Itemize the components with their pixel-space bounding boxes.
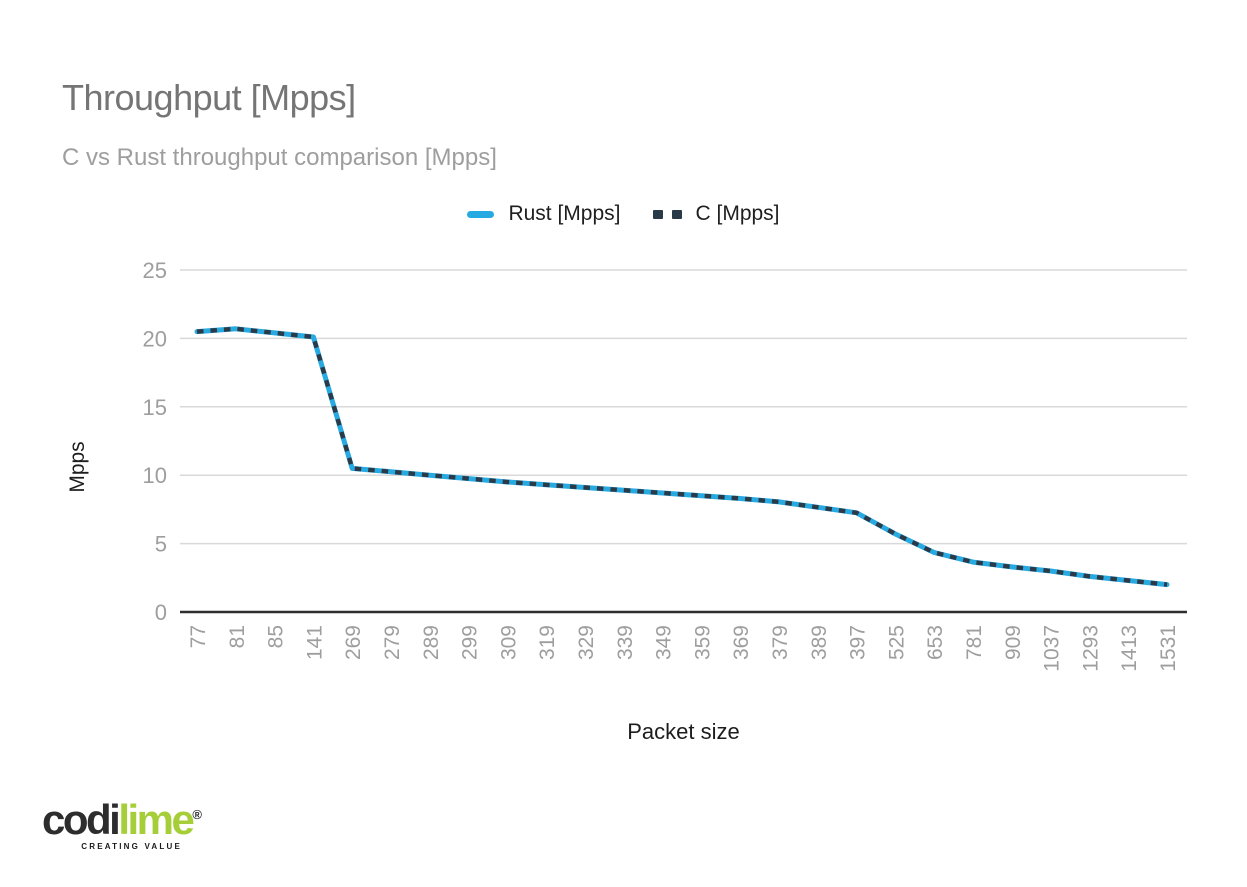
y-axis-title: Mpps <box>66 441 89 493</box>
codilime-logo: codilime® CREATING VALUE <box>42 796 202 852</box>
legend-item-rust: Rust [Mpps] <box>467 202 621 226</box>
chart-title: Throughput [Mpps] <box>62 77 356 118</box>
x-axis-title: Packet size <box>627 719 740 744</box>
legend-swatch-rust-solid-line <box>467 210 495 218</box>
x-tick-label: 525 <box>885 625 908 660</box>
series-line-rust <box>194 326 1170 588</box>
x-tick-label: 369 <box>730 625 753 660</box>
x-tick-label: 1293 <box>1079 625 1102 672</box>
legend-label-rust: Rust [Mpps] <box>508 202 621 225</box>
x-tick-label: 1531 <box>1157 625 1180 672</box>
x-tick-label: 379 <box>769 625 792 660</box>
chart-legend: Rust [Mpps] C [Mpps] <box>0 202 1247 226</box>
y-tick-label: 15 <box>143 395 167 420</box>
x-tick-label: 319 <box>536 625 559 660</box>
x-tick-label: 359 <box>691 625 714 660</box>
x-tick-label: 1037 <box>1041 625 1064 672</box>
series-line-c <box>196 326 1168 587</box>
x-tick-label: 397 <box>847 625 870 660</box>
y-tick-label: 0 <box>155 600 167 625</box>
legend-item-c: C [Mpps] <box>652 202 780 226</box>
x-tick-label: 1413 <box>1118 625 1141 672</box>
y-tick-label: 20 <box>143 326 167 351</box>
x-tick-label: 299 <box>459 625 482 660</box>
x-tick-label: 279 <box>381 625 404 660</box>
chart-subtitle: C vs Rust throughput comparison [Mpps] <box>62 144 497 171</box>
logo-text-codi: codi <box>42 796 121 843</box>
codilime-logo-wordmark: codilime® <box>42 796 202 843</box>
y-tick-label: 5 <box>155 532 167 557</box>
registered-trademark-icon: ® <box>192 807 202 822</box>
x-tick-label: 653 <box>924 625 947 660</box>
x-tick-label: 329 <box>575 625 598 660</box>
x-tick-label: 349 <box>653 625 676 660</box>
x-tick-label: 309 <box>497 625 520 660</box>
x-tick-label: 269 <box>342 625 365 660</box>
x-tick-label: 85 <box>265 625 288 648</box>
y-tick-label: 10 <box>143 463 167 488</box>
x-tick-label: 781 <box>963 625 986 660</box>
legend-swatch-c-dashed-line <box>652 209 682 219</box>
y-tick-label: 25 <box>143 258 167 283</box>
logo-text-lime: lime <box>118 796 195 843</box>
x-tick-label: 77 <box>187 625 210 648</box>
x-tick-label: 909 <box>1002 625 1025 660</box>
x-tick-label: 141 <box>303 625 326 660</box>
x-tick-label: 389 <box>808 625 831 660</box>
codilime-logo-tagline: CREATING VALUE <box>81 842 182 851</box>
x-tick-label: 81 <box>226 625 249 648</box>
x-tick-label: 339 <box>614 625 637 660</box>
x-tick-label: 289 <box>420 625 443 660</box>
legend-label-c: C [Mpps] <box>695 202 780 225</box>
